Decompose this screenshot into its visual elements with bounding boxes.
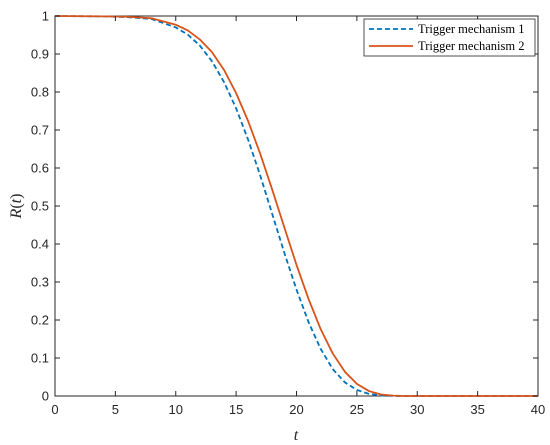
x-tick-label: 20 [289, 402, 303, 417]
series-line-2 [54, 15, 538, 397]
y-tick-label: 0.5 [31, 199, 49, 214]
legend-label-series-2: Trigger mechanism 2 [418, 39, 524, 53]
y-tick-label: 0.3 [31, 275, 49, 290]
y-tick-label: 0.6 [31, 161, 49, 176]
series-layer [54, 15, 538, 397]
x-tick-label: 30 [410, 402, 424, 417]
x-tick-label: 25 [350, 402, 364, 417]
y-tick-label: 0.1 [31, 351, 49, 366]
y-tick-label: 0.8 [31, 85, 49, 100]
y-axis-label-paren-close: ) [8, 194, 25, 199]
y-tick-label: 0.7 [31, 123, 49, 138]
x-axis-label: t [294, 427, 299, 444]
x-tick-label: 5 [112, 402, 119, 417]
y-tick-label: 0.2 [31, 313, 49, 328]
y-tick-label: 1 [42, 9, 49, 24]
y-axis-label-paren-open: ( [8, 203, 25, 208]
legend-box [363, 18, 536, 57]
y-axis-label-var: t [8, 198, 25, 203]
x-tick-label: 40 [531, 402, 545, 417]
y-axis-label-main: R [8, 208, 25, 219]
x-tick-label: 35 [470, 402, 484, 417]
x-tick-label: 15 [229, 402, 243, 417]
y-tick-label: 0.4 [31, 237, 49, 252]
plot-frame [54, 15, 539, 397]
legend: Trigger mechanism 1 Trigger mechanism 2 [363, 18, 536, 57]
x-tick-label: 10 [169, 402, 183, 417]
y-tick-label: 0.9 [31, 47, 49, 62]
y-tick-label: 0 [42, 389, 49, 404]
legend-label-series-1: Trigger mechanism 1 [418, 22, 524, 36]
x-tick-label: 0 [51, 402, 58, 417]
y-axis-label: R(t) [8, 194, 25, 220]
